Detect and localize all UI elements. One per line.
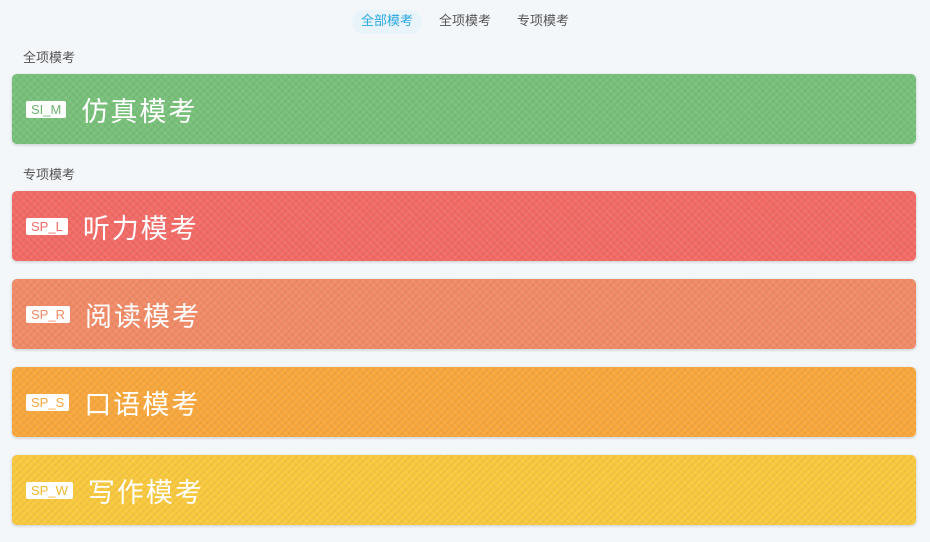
- card-badge: SI_M: [26, 100, 67, 118]
- card-title: 口语模考: [84, 389, 201, 421]
- tab-full[interactable]: 全项模考: [438, 14, 491, 29]
- card-title: 仿真模考: [81, 96, 198, 128]
- card-simulation-exam[interactable]: SI_M 仿真模考: [12, 74, 916, 144]
- card-badge: SP_L: [26, 217, 68, 235]
- card-speaking-exam[interactable]: SP_S 口语模考: [12, 367, 916, 437]
- section-label-special: 专项模考: [23, 168, 76, 183]
- tab-all[interactable]: 全部模考: [351, 10, 422, 34]
- card-title: 阅读模考: [84, 301, 201, 333]
- card-badge: SP_R: [26, 305, 70, 323]
- card-badge: SP_S: [26, 393, 70, 411]
- card-title: 写作模考: [87, 477, 204, 509]
- filter-tabs: 全部模考 全项模考 专项模考: [0, 10, 930, 34]
- card-reading-exam[interactable]: SP_R 阅读模考: [12, 279, 916, 349]
- card-badge: SP_W: [26, 481, 73, 499]
- card-title: 听力模考: [82, 213, 199, 245]
- section-label-full: 全项模考: [23, 51, 76, 66]
- card-listening-exam[interactable]: SP_L 听力模考: [12, 191, 916, 261]
- tab-special[interactable]: 专项模考: [517, 14, 570, 29]
- card-writing-exam[interactable]: SP_W 写作模考: [12, 455, 916, 525]
